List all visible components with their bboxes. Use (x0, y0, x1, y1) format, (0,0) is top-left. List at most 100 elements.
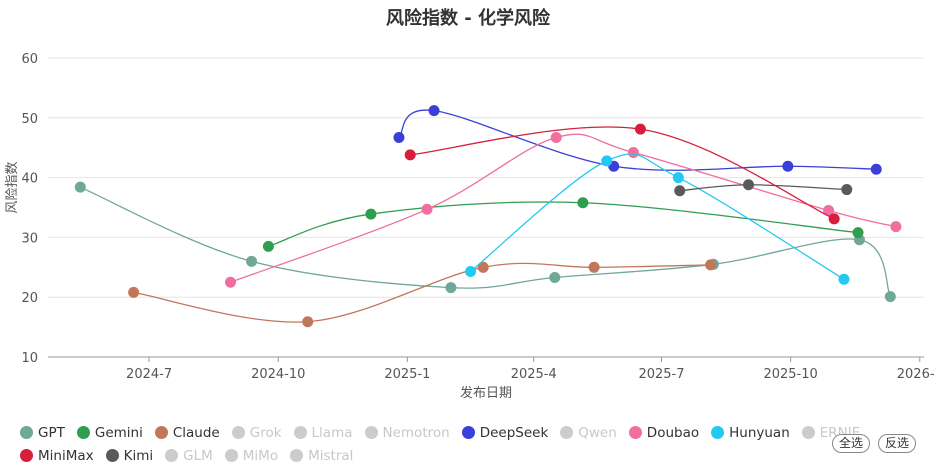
legend-label: MiMo (242, 447, 279, 464)
series-line-deepseek (398, 109, 877, 171)
data-point-doubao (421, 203, 433, 215)
x-tick-label: 2025-7 (638, 367, 684, 382)
legend-item-gpt[interactable]: GPT (20, 425, 65, 441)
legend-dot (154, 426, 168, 439)
legend-label: Claude (172, 424, 220, 441)
legend-label: Gemini (94, 424, 143, 441)
legend-item-mimo[interactable]: MiMo (224, 447, 279, 464)
legend-item-doubao[interactable]: Doubao (628, 424, 700, 441)
data-point-claude (588, 261, 600, 273)
legend-item-claude[interactable]: Claude (154, 424, 220, 441)
legend-item-mistral[interactable]: Mistral (290, 448, 353, 464)
legend-item-grok[interactable]: Grok (231, 424, 282, 441)
select-all-button[interactable]: 全选 (831, 434, 870, 453)
data-point-hunyuan (672, 172, 684, 184)
legend-item-llama[interactable]: Llama (293, 424, 353, 441)
data-point-claude (128, 286, 140, 298)
legend-controls: 全选 反选 (831, 434, 916, 453)
legend-row: MiniMax Kimi GLM MiMo Mistral (20, 444, 820, 467)
legend-dot (364, 426, 378, 439)
legend-label: Nemotron (382, 424, 450, 441)
x-tick-label: 2024-10 (251, 367, 305, 382)
y-tick-label: 40 (21, 172, 38, 187)
legend-item-kimi[interactable]: Kimi (105, 447, 154, 464)
data-point-doubao (550, 132, 562, 144)
series-doubao (225, 132, 902, 288)
data-point-doubao (627, 146, 639, 158)
series-deepseek (393, 105, 882, 175)
legend-dot (560, 426, 574, 439)
series-claude (128, 259, 717, 328)
data-point-gemini (262, 240, 274, 252)
data-point-hunyuan (601, 155, 613, 167)
data-point-deepseek (428, 105, 440, 117)
legend-item-hunyuan[interactable]: Hunyuan (711, 425, 790, 441)
legend-dot (20, 449, 33, 462)
legend-item-nemotron[interactable]: Nemotron (364, 424, 450, 441)
legend-label: Hunyuan (729, 424, 790, 441)
line-chart: 10 20 30 40 50 60 2024-7 2024-10 2025-1 2025-4 202… (5, 52, 936, 401)
legend-dot (224, 449, 238, 462)
legend-dot (711, 426, 725, 439)
data-point-doubao (225, 276, 236, 288)
data-point-gemini (852, 227, 864, 239)
data-point-gemini (365, 208, 377, 220)
legend-row: GPT Gemini Claude Grok Llama Nemotron DeepSeek… (20, 421, 860, 444)
data-point-kimi (841, 184, 853, 196)
series-line-doubao (230, 133, 897, 283)
data-point-gemini (577, 197, 589, 209)
x-tick-label: 2026-1 (897, 367, 936, 382)
legend-dot (293, 426, 307, 439)
data-point-kimi (743, 179, 755, 191)
legend-dot (165, 449, 179, 462)
data-point-minimax (634, 123, 646, 135)
series-line-claude (133, 262, 711, 323)
legend-label: DeepSeek (479, 424, 549, 441)
x-axis-label: 发布日期 (460, 385, 512, 401)
legend-label: Llama (311, 424, 353, 441)
data-point-deepseek (870, 163, 882, 175)
x-tick-label: 2024-7 (126, 367, 172, 382)
y-tick-label: 30 (21, 231, 38, 246)
legend-label: Grok (249, 424, 282, 441)
legend-dot (231, 426, 245, 439)
series-gpt (74, 181, 896, 303)
invert-selection-button[interactable]: 反选 (877, 434, 916, 453)
legend: GPT Gemini Claude Grok Llama Nemotron DeepSeek… (20, 421, 860, 467)
legend-dot (628, 426, 642, 439)
legend-label: MiniMax (38, 447, 94, 464)
x-tick-label: 2025-1 (384, 367, 430, 382)
legend-item-deepseek[interactable]: DeepSeek (461, 424, 549, 441)
legend-item-qwen[interactable]: Qwen (560, 425, 617, 441)
y-axis-label: 风险指数 (5, 161, 20, 213)
legend-dot (801, 426, 815, 439)
y-tick-label: 50 (21, 112, 38, 127)
legend-dot (290, 449, 304, 462)
data-point-claude (705, 259, 717, 271)
legend-label: Doubao (646, 424, 700, 441)
x-tick-label: 2025-4 (511, 367, 557, 382)
series-line-gemini (268, 201, 859, 247)
series-hunyuan (465, 153, 850, 285)
legend-label: Kimi (123, 447, 154, 464)
legend-label: Mistral (308, 447, 354, 464)
legend-item-glm[interactable]: GLM (165, 448, 213, 464)
series-kimi (674, 179, 853, 197)
legend-label: Qwen (578, 424, 617, 441)
legend-item-gemini[interactable]: Gemini (76, 424, 143, 441)
data-point-hunyuan (465, 265, 477, 277)
data-point-claude (477, 261, 489, 273)
data-point-gpt (884, 291, 896, 303)
legend-dot (461, 426, 475, 439)
y-tick-label: 60 (21, 52, 38, 67)
data-point-minimax (828, 213, 840, 225)
data-point-hunyuan (838, 273, 850, 285)
data-point-minimax (404, 149, 416, 161)
data-point-kimi (674, 185, 686, 197)
data-point-gpt (549, 271, 561, 283)
series-gemini (262, 197, 864, 252)
data-point-doubao (823, 204, 835, 216)
data-point-gpt (445, 282, 457, 294)
legend-item-minimax[interactable]: MiniMax (20, 448, 94, 464)
legend-label: GLM (183, 447, 213, 464)
